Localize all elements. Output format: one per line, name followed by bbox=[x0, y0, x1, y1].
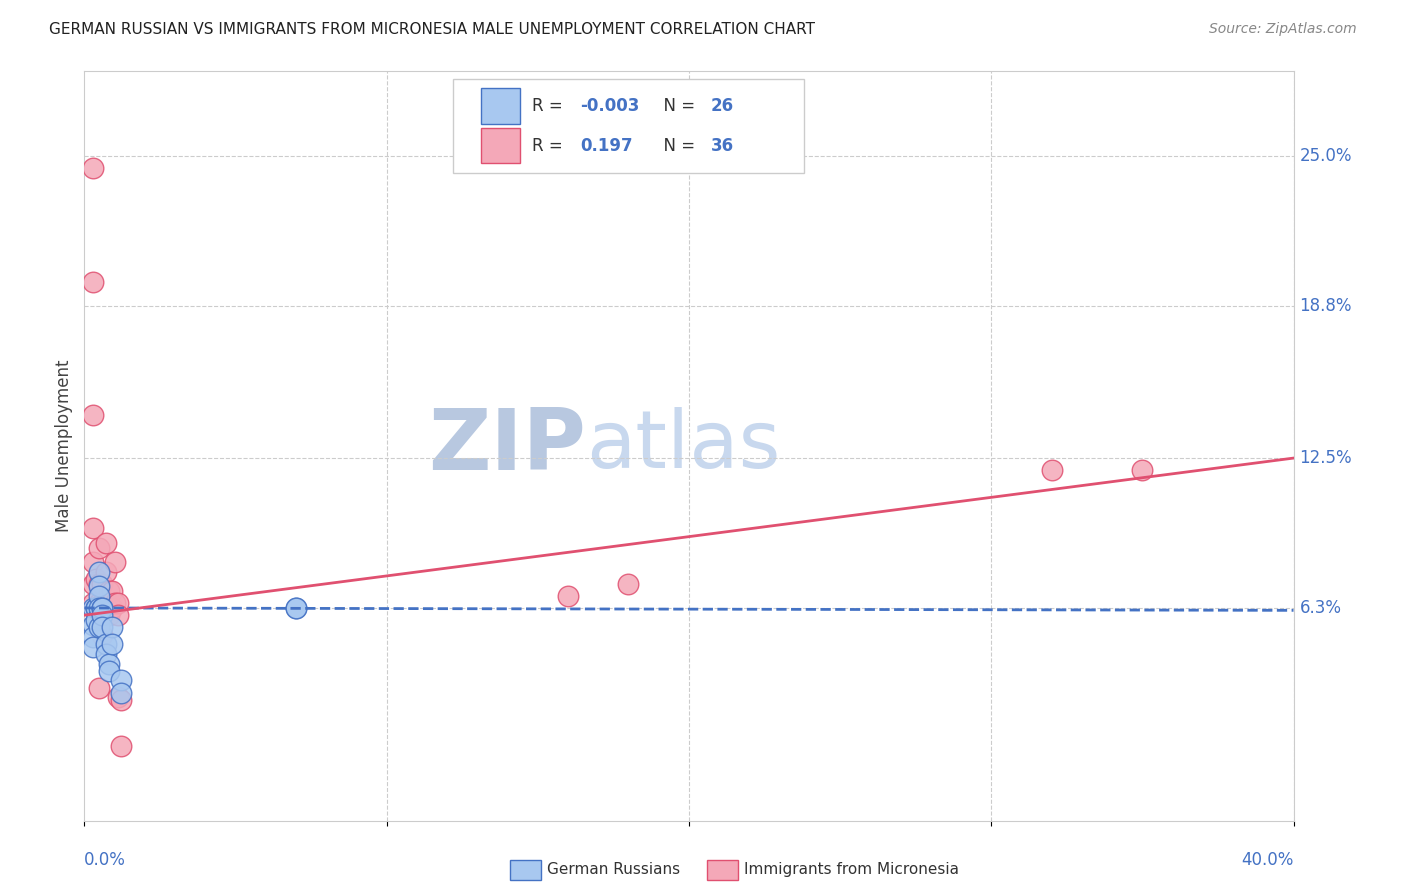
Point bbox=[89, 620, 111, 634]
Point bbox=[94, 596, 117, 610]
Point bbox=[91, 608, 114, 623]
Text: N =: N = bbox=[652, 136, 700, 154]
Point bbox=[94, 637, 117, 651]
Text: 6.3%: 6.3% bbox=[1299, 599, 1341, 617]
Point bbox=[1040, 463, 1063, 477]
Point bbox=[91, 576, 114, 591]
Point bbox=[82, 521, 104, 535]
Point bbox=[91, 601, 114, 615]
Point bbox=[107, 690, 129, 705]
Point bbox=[110, 693, 132, 707]
Point bbox=[1130, 463, 1153, 477]
Text: 18.8%: 18.8% bbox=[1299, 297, 1353, 315]
Point bbox=[89, 541, 111, 555]
Text: 0.197: 0.197 bbox=[581, 136, 633, 154]
Text: Immigrants from Micronesia: Immigrants from Micronesia bbox=[744, 863, 959, 877]
Point bbox=[89, 589, 111, 603]
Point bbox=[91, 608, 114, 623]
Point bbox=[557, 589, 579, 603]
Point bbox=[82, 275, 104, 289]
Point bbox=[107, 596, 129, 610]
Text: German Russians: German Russians bbox=[547, 863, 681, 877]
Point bbox=[86, 572, 108, 586]
Point bbox=[82, 618, 104, 632]
Point bbox=[82, 555, 104, 569]
Point bbox=[82, 630, 104, 644]
Text: R =: R = bbox=[531, 97, 568, 115]
Point bbox=[100, 637, 122, 651]
Point bbox=[110, 685, 132, 699]
Point bbox=[110, 739, 132, 753]
Point bbox=[104, 555, 127, 569]
Y-axis label: Male Unemployment: Male Unemployment bbox=[55, 359, 73, 533]
Point bbox=[97, 608, 120, 623]
Text: atlas: atlas bbox=[586, 407, 780, 485]
Text: 40.0%: 40.0% bbox=[1241, 851, 1294, 869]
Point bbox=[82, 576, 104, 591]
Text: 26: 26 bbox=[710, 97, 734, 115]
Point bbox=[97, 584, 120, 599]
Point bbox=[89, 601, 111, 615]
Text: Source: ZipAtlas.com: Source: ZipAtlas.com bbox=[1209, 22, 1357, 37]
Point bbox=[285, 601, 308, 615]
Point bbox=[107, 608, 129, 623]
Point bbox=[97, 664, 120, 678]
Point bbox=[617, 576, 640, 591]
Point bbox=[100, 584, 122, 599]
Point bbox=[82, 408, 104, 422]
Point bbox=[94, 565, 117, 579]
Text: N =: N = bbox=[652, 97, 700, 115]
Point bbox=[82, 640, 104, 654]
Point bbox=[82, 161, 104, 175]
Point bbox=[285, 601, 308, 615]
Point bbox=[89, 596, 111, 610]
Point bbox=[97, 596, 120, 610]
Point bbox=[94, 535, 117, 549]
Point bbox=[89, 565, 111, 579]
Point bbox=[94, 647, 117, 661]
Point bbox=[100, 620, 122, 634]
FancyBboxPatch shape bbox=[481, 128, 520, 163]
Text: R =: R = bbox=[531, 136, 574, 154]
Point bbox=[91, 596, 114, 610]
Point bbox=[100, 601, 122, 615]
Point bbox=[91, 620, 114, 634]
Point bbox=[89, 681, 111, 695]
Point bbox=[110, 673, 132, 688]
Point bbox=[86, 613, 108, 627]
Point bbox=[97, 657, 120, 671]
Point bbox=[104, 596, 127, 610]
Point bbox=[86, 601, 108, 615]
Point bbox=[91, 601, 114, 615]
Point bbox=[86, 601, 108, 615]
Text: 25.0%: 25.0% bbox=[1299, 147, 1353, 165]
FancyBboxPatch shape bbox=[481, 88, 520, 124]
Text: 12.5%: 12.5% bbox=[1299, 449, 1353, 467]
Point bbox=[86, 601, 108, 615]
Point bbox=[91, 627, 114, 641]
Text: GERMAN RUSSIAN VS IMMIGRANTS FROM MICRONESIA MALE UNEMPLOYMENT CORRELATION CHART: GERMAN RUSSIAN VS IMMIGRANTS FROM MICRON… bbox=[49, 22, 815, 37]
Point bbox=[89, 576, 111, 591]
Text: -0.003: -0.003 bbox=[581, 97, 640, 115]
Text: 0.0%: 0.0% bbox=[84, 851, 127, 869]
Text: 36: 36 bbox=[710, 136, 734, 154]
FancyBboxPatch shape bbox=[453, 78, 804, 172]
Point bbox=[82, 601, 104, 615]
Text: ZIP: ZIP bbox=[429, 404, 586, 488]
Point bbox=[82, 596, 104, 610]
Point bbox=[89, 579, 111, 593]
